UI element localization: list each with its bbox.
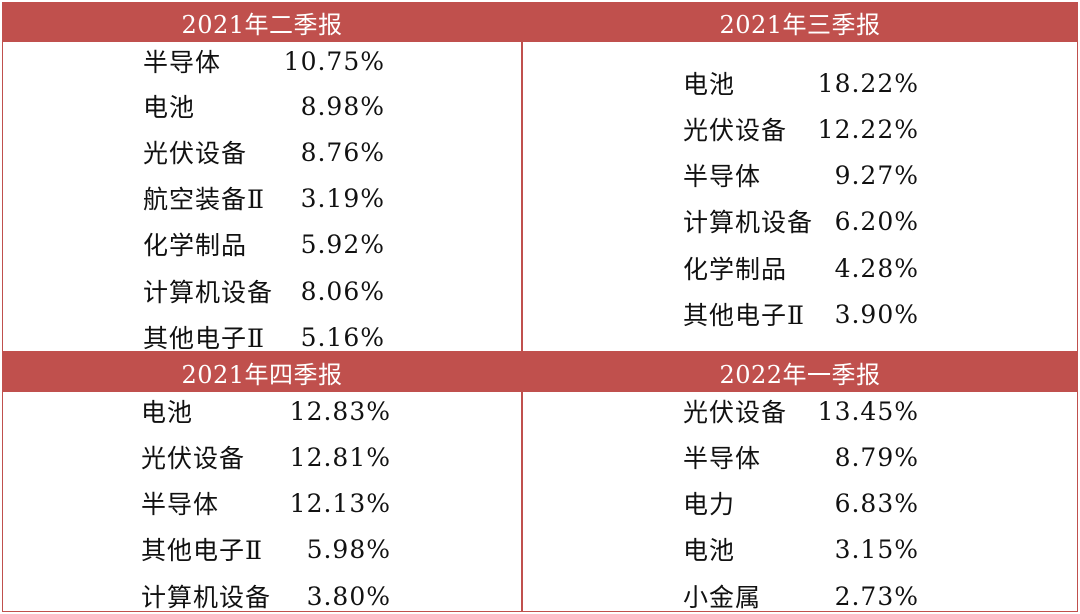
industry-weight: 9.27% xyxy=(834,160,919,190)
panel-title: 2022年一季报 xyxy=(523,353,1077,392)
industry-name: 光伏设备 xyxy=(143,139,248,168)
industry-weight: 12.13% xyxy=(289,488,391,518)
industry-name: 电池 xyxy=(683,536,736,565)
industry-weight: 5.98% xyxy=(306,534,391,564)
list-item: 光伏设备 12.81% xyxy=(141,437,391,477)
industry-name: 计算机设备 xyxy=(143,278,274,307)
industry-weight: 8.98% xyxy=(300,91,385,121)
panel-title: 2021年三季报 xyxy=(523,3,1077,42)
list-item: 光伏设备 13.45% xyxy=(683,391,919,431)
industry-name: 计算机设备 xyxy=(141,583,272,612)
industry-name: 光伏设备 xyxy=(683,398,788,427)
industry-weight: 3.15% xyxy=(834,534,919,564)
list-item: 小金属 2.73% xyxy=(683,576,919,614)
list-item: 半导体 12.13% xyxy=(141,483,391,523)
industry-weight: 13.45% xyxy=(817,396,919,426)
list-item: 计算机设备 3.80% xyxy=(141,576,391,614)
list-item: 半导体 10.75% xyxy=(143,41,385,81)
list-item: 其他电子Ⅱ 5.98% xyxy=(141,529,391,569)
industry-weight: 12.22% xyxy=(817,114,919,144)
industry-name: 电池 xyxy=(683,70,736,99)
list-item: 计算机设备 6.20% xyxy=(683,201,919,241)
list-item: 其他电子Ⅱ 5.16% xyxy=(143,317,385,357)
industry-weight: 4.28% xyxy=(834,253,919,283)
panel-2021-q4: 2021年四季报 电池 12.83% 光伏设备 12.81% 半导体 12.13… xyxy=(2,352,522,612)
industry-weight: 5.16% xyxy=(300,322,385,352)
industry-name: 电池 xyxy=(141,398,194,427)
list-item: 化学制品 4.28% xyxy=(683,248,919,288)
industry-weight: 8.06% xyxy=(300,276,385,306)
list-item: 化学制品 5.92% xyxy=(143,224,385,264)
industry-name: 计算机设备 xyxy=(683,208,814,237)
industry-weight: 8.79% xyxy=(834,442,919,472)
list-item: 光伏设备 12.22% xyxy=(683,109,919,149)
panel-title: 2021年四季报 xyxy=(3,353,521,392)
industry-weight: 2.73% xyxy=(834,581,919,611)
industry-weight: 8.76% xyxy=(300,137,385,167)
industry-weight: 10.75% xyxy=(283,46,385,76)
industry-name: 半导体 xyxy=(683,162,762,191)
list-item: 电池 3.15% xyxy=(683,529,919,569)
industry-name: 半导体 xyxy=(141,490,220,519)
list-item: 电力 6.83% xyxy=(683,483,919,523)
industry-name: 其他电子Ⅱ xyxy=(143,324,265,353)
panel-2021-q2: 2021年二季报 半导体 10.75% 电池 8.98% 光伏设备 8.76% … xyxy=(2,2,522,353)
industry-name: 小金属 xyxy=(683,583,762,612)
industry-name: 光伏设备 xyxy=(141,444,246,473)
industry-name: 半导体 xyxy=(143,48,222,77)
industry-name: 半导体 xyxy=(683,444,762,473)
industry-name: 光伏设备 xyxy=(683,116,788,145)
panel-title: 2021年二季报 xyxy=(3,3,521,42)
list-item: 光伏设备 8.76% xyxy=(143,132,385,172)
list-item: 其他电子Ⅱ 3.90% xyxy=(683,294,919,334)
industry-weight: 5.92% xyxy=(300,229,385,259)
panel-2022-q1: 2022年一季报 光伏设备 13.45% 半导体 8.79% 电力 6.83% … xyxy=(522,352,1078,612)
industry-name: 其他电子Ⅱ xyxy=(683,301,805,330)
list-item: 电池 18.22% xyxy=(683,63,919,103)
industry-name: 航空装备Ⅱ xyxy=(143,185,265,214)
panel-2021-q3: 2021年三季报 电池 18.22% 光伏设备 12.22% 半导体 9.27%… xyxy=(522,2,1078,352)
list-item: 航空装备Ⅱ 3.19% xyxy=(143,178,385,218)
industry-weight: 18.22% xyxy=(817,68,919,98)
industry-weight: 3.90% xyxy=(834,299,919,329)
industry-weight: 3.19% xyxy=(300,183,385,213)
industry-weight: 12.83% xyxy=(289,396,391,426)
industry-weight: 6.83% xyxy=(834,488,919,518)
industry-name: 电力 xyxy=(683,490,736,519)
list-item: 半导体 8.79% xyxy=(683,437,919,477)
list-item: 电池 12.83% xyxy=(141,391,391,431)
industry-weight: 6.20% xyxy=(834,206,919,236)
list-item: 电池 8.98% xyxy=(143,86,385,126)
list-item: 半导体 9.27% xyxy=(683,155,919,195)
industry-name: 化学制品 xyxy=(683,255,788,284)
list-item: 计算机设备 8.06% xyxy=(143,271,385,311)
industry-weight: 12.81% xyxy=(289,442,391,472)
industry-weight: 3.80% xyxy=(306,581,391,611)
industry-name: 电池 xyxy=(143,93,196,122)
industry-name: 其他电子Ⅱ xyxy=(141,536,263,565)
industry-name: 化学制品 xyxy=(143,231,248,260)
